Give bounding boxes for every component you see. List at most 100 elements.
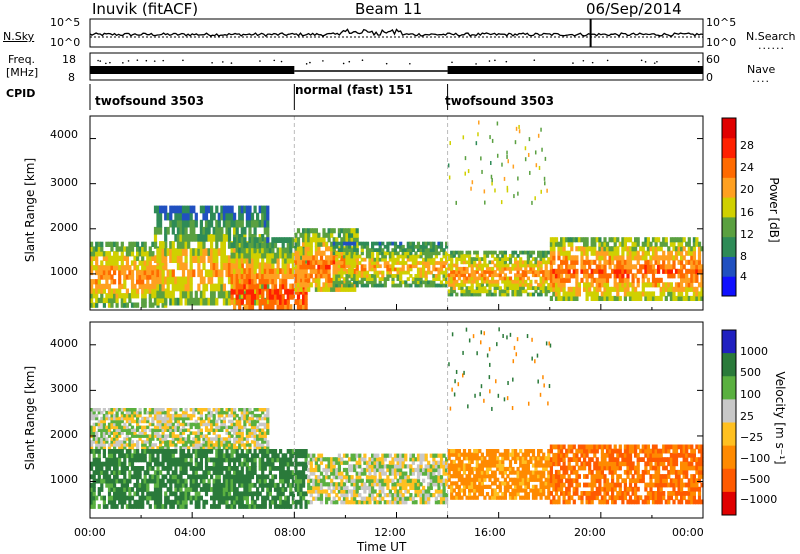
vel-cell	[261, 440, 265, 444]
vel-cell	[202, 449, 206, 454]
power-cell	[562, 250, 566, 256]
power-cell	[115, 293, 119, 299]
vel-cell	[136, 446, 140, 450]
power-cell	[273, 257, 278, 264]
vel-cell	[120, 416, 124, 421]
power-cell	[317, 259, 321, 265]
power-cell	[511, 266, 515, 271]
vel-cell	[164, 440, 168, 444]
vel-cell	[268, 478, 272, 484]
power-cell	[230, 252, 234, 259]
vel-cell	[130, 466, 135, 471]
power-cell	[554, 268, 559, 274]
vel-cell	[136, 443, 140, 447]
power-sparse-echo	[475, 141, 478, 146]
vel-cbar-tick-m500: −500	[740, 473, 771, 486]
power-cell	[570, 255, 574, 261]
vel-cell	[330, 489, 334, 494]
vel-cell	[161, 422, 165, 427]
vel-cell	[245, 443, 249, 447]
vel-cell	[235, 413, 239, 418]
vel-cell	[291, 474, 295, 480]
vel-cell	[220, 419, 224, 424]
power-cell	[312, 277, 316, 283]
power-cell	[243, 205, 247, 214]
vel-cell	[360, 471, 364, 476]
power-cell	[636, 277, 640, 283]
power-cell	[266, 237, 270, 243]
power-cell	[680, 291, 684, 297]
vel-cell	[110, 431, 114, 435]
vel-cell	[240, 440, 244, 444]
power-cell	[488, 289, 492, 294]
power-cell	[353, 286, 357, 292]
vel-cell	[179, 413, 183, 418]
vel-cell	[281, 470, 285, 475]
vel-cell	[235, 437, 239, 441]
vel-cell	[146, 482, 150, 488]
power-cell	[503, 279, 507, 284]
power-cell	[220, 234, 224, 242]
vel-cell	[233, 443, 237, 447]
power-cell	[611, 237, 615, 243]
power-cell	[445, 241, 449, 246]
power-cell	[506, 289, 510, 294]
power-cell	[393, 241, 398, 246]
power-cell	[248, 205, 252, 214]
nsearch-tick-top: 10^5	[706, 16, 737, 29]
vel-cell	[258, 457, 262, 463]
power-cell	[164, 212, 168, 221]
power-cell	[503, 292, 507, 297]
vel-cell	[143, 495, 147, 501]
vel-cell	[187, 434, 191, 438]
vel-cell	[181, 410, 186, 415]
power-cell	[585, 241, 589, 247]
vel-cell	[330, 467, 334, 473]
power-cell	[95, 279, 99, 285]
power-cell	[455, 266, 459, 271]
power-cell	[230, 288, 234, 295]
power-sparse-echo	[524, 157, 527, 162]
xtick-5: 20:00	[574, 526, 606, 539]
power-sparse-echo	[544, 181, 546, 186]
power-cell	[634, 295, 638, 301]
vel-cell	[141, 466, 145, 471]
vel-cell	[197, 440, 201, 444]
vel-cell	[118, 431, 122, 435]
power-cell	[197, 269, 201, 278]
vel-cell	[307, 500, 311, 505]
power-cell	[526, 254, 530, 258]
vel-cell	[276, 491, 280, 497]
vel-cell	[174, 413, 178, 418]
power-cell	[437, 277, 441, 281]
power-cell	[593, 286, 597, 292]
vel-cell	[113, 495, 117, 501]
power-cell	[585, 255, 589, 261]
power-cell	[386, 261, 390, 265]
power-sparse-echo	[524, 146, 527, 151]
power-cell	[478, 286, 482, 290]
vel-cell	[276, 453, 280, 459]
power-cell	[266, 268, 270, 274]
power-cell	[562, 246, 566, 252]
vel-cell	[179, 449, 183, 454]
power-cell	[401, 267, 405, 272]
power-cell	[348, 261, 352, 265]
vel-cell	[115, 431, 119, 435]
vel-cell	[118, 491, 122, 497]
power-cell	[360, 274, 364, 278]
vel-cell	[371, 460, 375, 465]
power-cell	[644, 250, 648, 256]
power-cell	[386, 244, 390, 249]
vel-cell	[102, 474, 106, 480]
power-cell	[291, 283, 295, 290]
power-cell	[598, 273, 602, 279]
nave-dot	[697, 60, 700, 63]
power-cell	[634, 246, 638, 252]
power-cell	[141, 302, 145, 308]
vel-cell	[166, 413, 170, 418]
power-cell	[554, 237, 559, 243]
power-cell	[192, 234, 196, 242]
power-cell	[406, 248, 410, 252]
vel-cell	[327, 482, 331, 487]
